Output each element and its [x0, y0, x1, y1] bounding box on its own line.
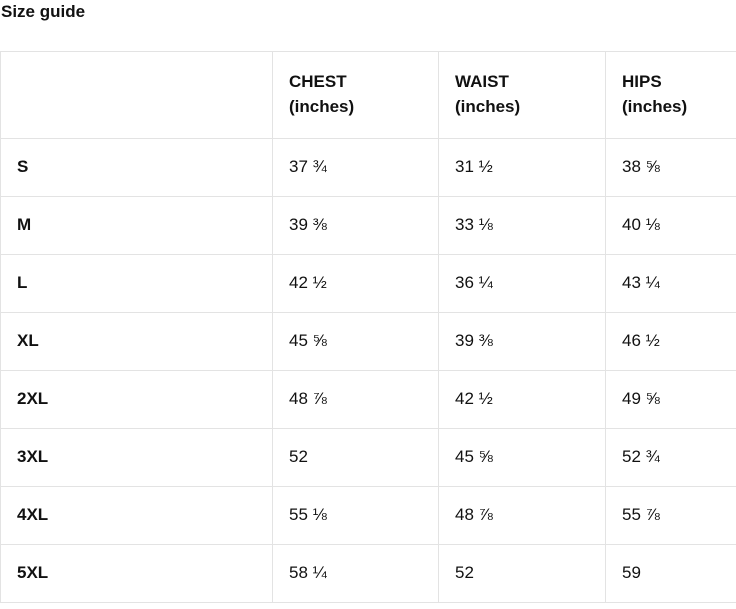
chest-value: 55 ⅛ — [272, 485, 439, 545]
hips-value: 38 ⅝ — [605, 137, 736, 197]
header-waist-name: WAIST — [455, 71, 509, 91]
table-row: 5XL 58 ¼ 52 59 — [0, 543, 736, 603]
hips-value: 52 ¾ — [605, 427, 736, 487]
header-corner-cell — [0, 50, 273, 139]
size-guide-table: CHEST (inches) WAIST (inches) HIPS (inch… — [0, 50, 736, 603]
header-hips: HIPS (inches) — [605, 50, 736, 139]
chest-value: 48 ⅞ — [272, 369, 439, 429]
header-chest: CHEST (inches) — [272, 50, 439, 139]
waist-value: 42 ½ — [438, 369, 606, 429]
waist-value: 52 — [438, 543, 606, 603]
header-waist: WAIST (inches) — [438, 50, 606, 139]
header-chest-name: CHEST — [289, 71, 347, 91]
chest-value: 45 ⅝ — [272, 311, 439, 371]
hips-value: 59 — [605, 543, 736, 603]
size-label: M — [0, 195, 273, 255]
table-row: XL 45 ⅝ 39 ⅜ 46 ½ — [0, 311, 736, 371]
chest-value: 39 ⅜ — [272, 195, 439, 255]
page-title: Size guide — [1, 2, 86, 21]
waist-value: 39 ⅜ — [438, 311, 606, 371]
size-label: 5XL — [0, 543, 273, 603]
chest-value: 58 ¼ — [272, 543, 439, 603]
hips-value: 49 ⅝ — [605, 369, 736, 429]
size-label: XL — [0, 311, 273, 371]
header-chest-unit: (inches) — [289, 96, 355, 116]
chest-value: 42 ½ — [272, 253, 439, 313]
size-label: 2XL — [0, 369, 273, 429]
size-label: 4XL — [0, 485, 273, 545]
hips-value: 55 ⅞ — [605, 485, 736, 545]
waist-value: 31 ½ — [438, 137, 606, 197]
hips-value: 46 ½ — [605, 311, 736, 371]
size-label: 3XL — [0, 427, 273, 487]
hips-value: 40 ⅛ — [605, 195, 736, 255]
hips-value: 43 ¼ — [605, 253, 736, 313]
waist-value: 48 ⅞ — [438, 485, 606, 545]
chest-value: 52 — [272, 427, 439, 487]
header-hips-unit: (inches) — [622, 96, 688, 116]
waist-value: 33 ⅛ — [438, 195, 606, 255]
table-row: 3XL 52 45 ⅝ 52 ¾ — [0, 427, 736, 487]
table-row: 2XL 48 ⅞ 42 ½ 49 ⅝ — [0, 369, 736, 429]
table-row: 4XL 55 ⅛ 48 ⅞ 55 ⅞ — [0, 485, 736, 545]
header-waist-unit: (inches) — [455, 96, 521, 116]
header-hips-name: HIPS — [622, 71, 662, 91]
waist-value: 36 ¼ — [438, 253, 606, 313]
table-row: M 39 ⅜ 33 ⅛ 40 ⅛ — [0, 195, 736, 255]
size-label: L — [0, 253, 273, 313]
table-row: S 37 ¾ 31 ½ 38 ⅝ — [0, 137, 736, 197]
chest-value: 37 ¾ — [272, 137, 439, 197]
table-header-row: CHEST (inches) WAIST (inches) HIPS (inch… — [0, 50, 736, 139]
waist-value: 45 ⅝ — [438, 427, 606, 487]
table-row: L 42 ½ 36 ¼ 43 ¼ — [0, 253, 736, 313]
size-label: S — [0, 137, 273, 197]
